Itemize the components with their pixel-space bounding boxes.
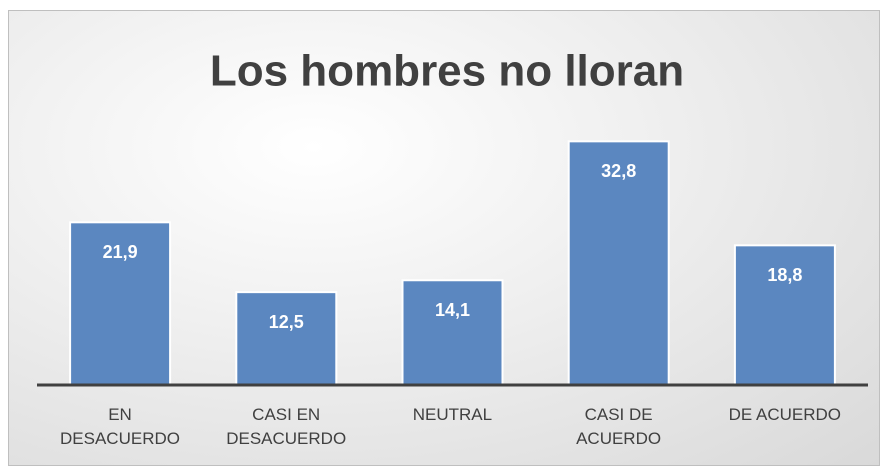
x-tick-label: EN DESACUERDO <box>60 405 180 448</box>
bar <box>401 279 504 386</box>
x-tick-label: NEUTRAL <box>412 405 493 424</box>
value-label: 12,5 <box>269 312 304 332</box>
bar <box>69 221 172 386</box>
bar <box>567 140 670 386</box>
bar <box>235 291 338 386</box>
value-label: 18,8 <box>767 265 802 285</box>
x-tick-label: CASI DE ACUERDO <box>576 405 662 448</box>
x-tick-label: CASI EN DESACUERDO <box>226 405 347 448</box>
chart-title: Los hombres no lloran <box>210 47 684 96</box>
value-label: 21,9 <box>103 242 138 262</box>
value-label: 14,1 <box>435 300 470 320</box>
x-tick-label: DE ACUERDO <box>728 405 841 424</box>
value-label: 32,8 <box>601 161 636 181</box>
bar <box>733 244 836 386</box>
